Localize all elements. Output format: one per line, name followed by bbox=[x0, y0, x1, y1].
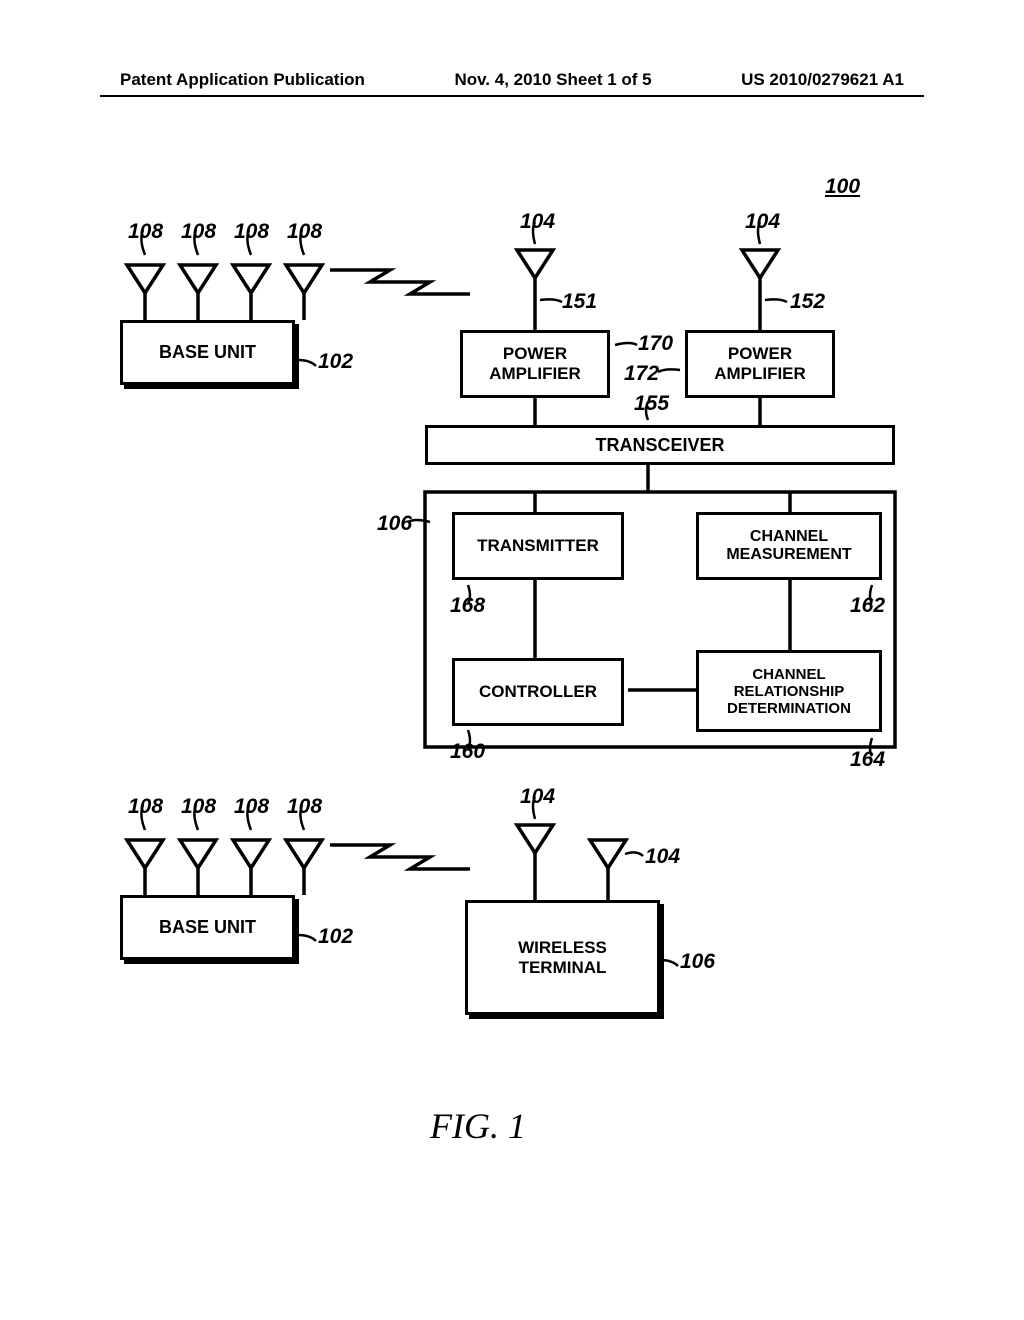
ref-104d: 104 bbox=[645, 845, 680, 869]
box-transmitter: TRANSMITTER bbox=[452, 512, 624, 580]
ref-162: 162 bbox=[850, 594, 885, 618]
diagram-canvas: 100 108 108 108 108 104 104 151 152 170 … bbox=[0, 0, 1024, 1320]
ref-108d: 108 bbox=[287, 220, 322, 244]
box-controller: CONTROLLER bbox=[452, 658, 624, 726]
ref-102b: 102 bbox=[318, 925, 353, 949]
box-channel-relationship: CHANNEL RELATIONSHIP DETERMINATION bbox=[696, 650, 882, 732]
box-base-unit-2: BASE UNIT bbox=[120, 895, 295, 960]
ref-108f: 108 bbox=[181, 795, 216, 819]
ref-160: 160 bbox=[450, 740, 485, 764]
ref-108e: 108 bbox=[128, 795, 163, 819]
ref-108g: 108 bbox=[234, 795, 269, 819]
box-wireless-terminal: WIRELESS TERMINAL bbox=[465, 900, 660, 1015]
ref-164: 164 bbox=[850, 748, 885, 772]
box-power-amp-2: POWER AMPLIFIER bbox=[685, 330, 835, 398]
figure-caption: FIG. 1 bbox=[430, 1105, 526, 1147]
ref-104c: 104 bbox=[520, 785, 555, 809]
box-power-amp-1: POWER AMPLIFIER bbox=[460, 330, 610, 398]
ref-106: 106 bbox=[377, 512, 412, 536]
ref-100: 100 bbox=[825, 175, 860, 199]
ref-108c: 108 bbox=[234, 220, 269, 244]
ref-104b: 104 bbox=[745, 210, 780, 234]
ref-104a: 104 bbox=[520, 210, 555, 234]
ref-172: 172 bbox=[624, 362, 659, 386]
box-base-unit: BASE UNIT bbox=[120, 320, 295, 385]
ref-151: 151 bbox=[562, 290, 597, 314]
ref-108b: 108 bbox=[181, 220, 216, 244]
ref-108h: 108 bbox=[287, 795, 322, 819]
ref-170: 170 bbox=[638, 332, 673, 356]
box-transceiver: TRANSCEIVER bbox=[425, 425, 895, 465]
ref-108a: 108 bbox=[128, 220, 163, 244]
ref-155: 155 bbox=[634, 392, 669, 416]
ref-102: 102 bbox=[318, 350, 353, 374]
ref-106b: 106 bbox=[680, 950, 715, 974]
ref-168: 168 bbox=[450, 594, 485, 618]
ref-152: 152 bbox=[790, 290, 825, 314]
box-channel-measurement: CHANNEL MEASUREMENT bbox=[696, 512, 882, 580]
